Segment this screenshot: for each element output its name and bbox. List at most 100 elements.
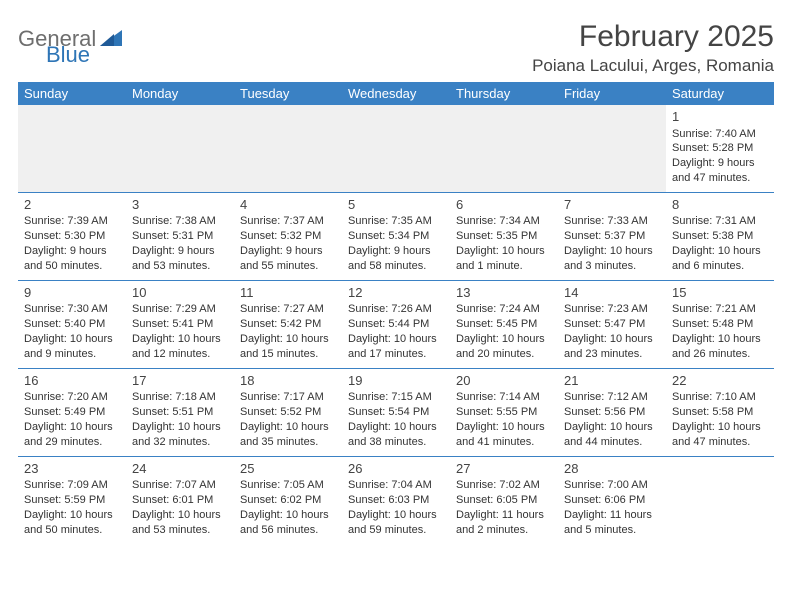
calendar-table: SundayMondayTuesdayWednesdayThursdayFrid… xyxy=(18,82,774,544)
sunset-text: Sunset: 6:05 PM xyxy=(456,493,552,508)
calendar-cell: 14Sunrise: 7:23 AMSunset: 5:47 PMDayligh… xyxy=(558,280,666,368)
weekday-header: Monday xyxy=(126,82,234,105)
day-number: 6 xyxy=(456,196,552,214)
daylight-text: Daylight: 10 hours and 3 minutes. xyxy=(564,244,660,274)
sunrise-text: Sunrise: 7:14 AM xyxy=(456,390,552,405)
daylight-text: Daylight: 9 hours and 47 minutes. xyxy=(672,156,768,186)
calendar-cell: 13Sunrise: 7:24 AMSunset: 5:45 PMDayligh… xyxy=(450,280,558,368)
weekday-header: Saturday xyxy=(666,82,774,105)
daylight-text: Daylight: 10 hours and 41 minutes. xyxy=(456,420,552,450)
daylight-text: Daylight: 9 hours and 55 minutes. xyxy=(240,244,336,274)
day-number: 20 xyxy=(456,372,552,390)
sunset-text: Sunset: 5:56 PM xyxy=(564,405,660,420)
calendar-cell: 1Sunrise: 7:40 AMSunset: 5:28 PMDaylight… xyxy=(666,105,774,192)
day-number: 21 xyxy=(564,372,660,390)
calendar-cell: 12Sunrise: 7:26 AMSunset: 5:44 PMDayligh… xyxy=(342,280,450,368)
sunset-text: Sunset: 5:51 PM xyxy=(132,405,228,420)
sunset-text: Sunset: 5:37 PM xyxy=(564,229,660,244)
calendar-cell xyxy=(558,105,666,192)
day-number: 28 xyxy=(564,460,660,478)
sunset-text: Sunset: 5:42 PM xyxy=(240,317,336,332)
calendar-cell: 24Sunrise: 7:07 AMSunset: 6:01 PMDayligh… xyxy=(126,456,234,543)
sunrise-text: Sunrise: 7:12 AM xyxy=(564,390,660,405)
day-number: 15 xyxy=(672,284,768,302)
sunset-text: Sunset: 5:30 PM xyxy=(24,229,120,244)
calendar-week-row: 1Sunrise: 7:40 AMSunset: 5:28 PMDaylight… xyxy=(18,105,774,192)
day-number: 7 xyxy=(564,196,660,214)
day-number: 13 xyxy=(456,284,552,302)
sunset-text: Sunset: 6:01 PM xyxy=(132,493,228,508)
day-number: 1 xyxy=(672,108,768,126)
sunrise-text: Sunrise: 7:31 AM xyxy=(672,214,768,229)
daylight-text: Daylight: 10 hours and 15 minutes. xyxy=(240,332,336,362)
sunrise-text: Sunrise: 7:30 AM xyxy=(24,302,120,317)
calendar-week-row: 16Sunrise: 7:20 AMSunset: 5:49 PMDayligh… xyxy=(18,368,774,456)
sunrise-text: Sunrise: 7:02 AM xyxy=(456,478,552,493)
sunrise-text: Sunrise: 7:00 AM xyxy=(564,478,660,493)
day-number: 14 xyxy=(564,284,660,302)
day-number: 8 xyxy=(672,196,768,214)
daylight-text: Daylight: 10 hours and 59 minutes. xyxy=(348,508,444,538)
sunrise-text: Sunrise: 7:34 AM xyxy=(456,214,552,229)
sunrise-text: Sunrise: 7:15 AM xyxy=(348,390,444,405)
day-number: 5 xyxy=(348,196,444,214)
day-number: 16 xyxy=(24,372,120,390)
sunset-text: Sunset: 5:35 PM xyxy=(456,229,552,244)
calendar-cell xyxy=(18,105,126,192)
sunset-text: Sunset: 5:59 PM xyxy=(24,493,120,508)
calendar-week-row: 2Sunrise: 7:39 AMSunset: 5:30 PM Daylight… xyxy=(18,192,774,280)
calendar-cell: 26Sunrise: 7:04 AMSunset: 6:03 PMDayligh… xyxy=(342,456,450,543)
calendar-cell: 22Sunrise: 7:10 AMSunset: 5:58 PMDayligh… xyxy=(666,368,774,456)
daylight-text: Daylight: 10 hours and 17 minutes. xyxy=(348,332,444,362)
sunset-text: Sunset: 5:49 PM xyxy=(24,405,120,420)
calendar-cell: 16Sunrise: 7:20 AMSunset: 5:49 PMDayligh… xyxy=(18,368,126,456)
calendar-cell xyxy=(234,105,342,192)
daylight-text: Daylight: 9 hours and 58 minutes. xyxy=(348,244,444,274)
calendar-body: 1Sunrise: 7:40 AMSunset: 5:28 PMDaylight… xyxy=(18,105,774,544)
day-number: 3 xyxy=(132,196,228,214)
day-number: 9 xyxy=(24,284,120,302)
calendar-cell: 17Sunrise: 7:18 AMSunset: 5:51 PMDayligh… xyxy=(126,368,234,456)
sunrise-text: Sunrise: 7:40 AM xyxy=(672,127,768,142)
daylight-text: Daylight: 10 hours and 47 minutes. xyxy=(672,420,768,450)
day-number: 2 xyxy=(24,196,120,214)
sunrise-text: Sunrise: 7:33 AM xyxy=(564,214,660,229)
day-number: 24 xyxy=(132,460,228,478)
calendar-cell xyxy=(666,456,774,543)
sunrise-text: Sunrise: 7:37 AM xyxy=(240,214,336,229)
calendar-cell: 25Sunrise: 7:05 AMSunset: 6:02 PMDayligh… xyxy=(234,456,342,543)
daylight-text: Daylight: 9 hours and 53 minutes. xyxy=(132,244,228,274)
daylight-text: Daylight: 10 hours and 6 minutes. xyxy=(672,244,768,274)
sunrise-text: Sunrise: 7:39 AM xyxy=(24,214,120,229)
logo-triangle-icon xyxy=(100,28,122,51)
weekday-header: Friday xyxy=(558,82,666,105)
day-number: 10 xyxy=(132,284,228,302)
calendar-cell: 8Sunrise: 7:31 AMSunset: 5:38 PMDaylight… xyxy=(666,192,774,280)
calendar-cell: 28Sunrise: 7:00 AMSunset: 6:06 PMDayligh… xyxy=(558,456,666,543)
weekday-header: Tuesday xyxy=(234,82,342,105)
daylight-text: Daylight: 10 hours and 44 minutes. xyxy=(564,420,660,450)
calendar-cell: 10Sunrise: 7:29 AMSunset: 5:41 PMDayligh… xyxy=(126,280,234,368)
day-number: 4 xyxy=(240,196,336,214)
weekday-header: Wednesday xyxy=(342,82,450,105)
day-number: 27 xyxy=(456,460,552,478)
sunrise-text: Sunrise: 7:27 AM xyxy=(240,302,336,317)
day-number: 12 xyxy=(348,284,444,302)
sunset-text: Sunset: 5:40 PM xyxy=(24,317,120,332)
sunset-text: Sunset: 5:28 PM xyxy=(672,141,768,156)
daylight-text: Daylight: 10 hours and 12 minutes. xyxy=(132,332,228,362)
sunrise-text: Sunrise: 7:18 AM xyxy=(132,390,228,405)
daylight-text: Daylight: 10 hours and 32 minutes. xyxy=(132,420,228,450)
daylight-text: Daylight: 10 hours and 29 minutes. xyxy=(24,420,120,450)
day-number: 11 xyxy=(240,284,336,302)
daylight-text: Daylight: 11 hours and 5 minutes. xyxy=(564,508,660,538)
calendar-cell: 2Sunrise: 7:39 AMSunset: 5:30 PMDaylight… xyxy=(18,192,126,280)
location: Poiana Lacului, Arges, Romania xyxy=(532,56,774,76)
sunset-text: Sunset: 5:55 PM xyxy=(456,405,552,420)
day-number: 23 xyxy=(24,460,120,478)
day-number: 19 xyxy=(348,372,444,390)
sunrise-text: Sunrise: 7:05 AM xyxy=(240,478,336,493)
sunrise-text: Sunrise: 7:29 AM xyxy=(132,302,228,317)
daylight-text: Daylight: 10 hours and 23 minutes. xyxy=(564,332,660,362)
calendar-week-row: 23Sunrise: 7:09 AMSunset: 5:59 PMDayligh… xyxy=(18,456,774,543)
